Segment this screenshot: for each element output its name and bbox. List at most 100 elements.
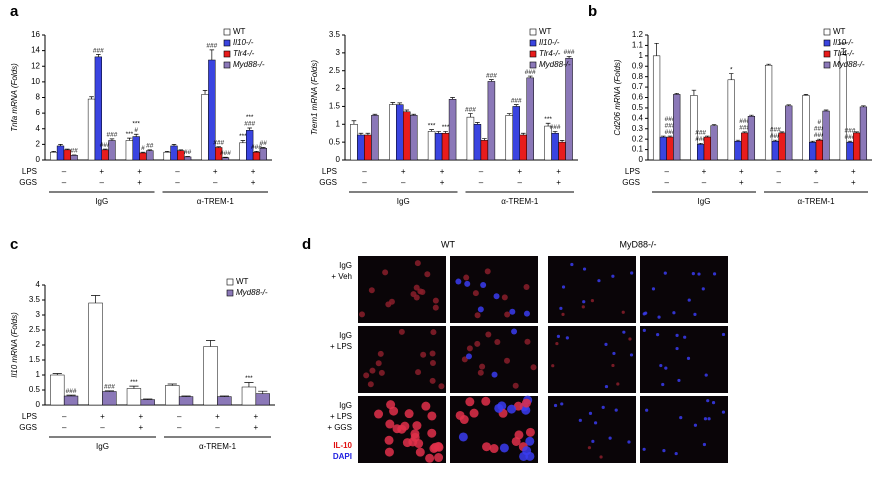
cell: [482, 442, 492, 452]
bar: [747, 116, 756, 161]
cell: [494, 403, 504, 413]
column-label: MyD88-/-: [619, 239, 656, 249]
error-bar: [129, 385, 139, 389]
condition-value: –: [664, 178, 669, 187]
legend-swatch: [529, 50, 537, 58]
legend-label: Il10-/-: [233, 38, 254, 47]
cell: [591, 439, 595, 443]
error-bar: [817, 138, 822, 141]
error-bar: [143, 398, 153, 400]
condition-value: –: [213, 178, 218, 187]
condition-value: +: [517, 167, 522, 176]
error-bar: [735, 139, 741, 142]
bar: [710, 125, 718, 161]
error-bar: [749, 114, 754, 117]
condition-label: GGS: [19, 423, 37, 432]
cell: [582, 300, 586, 304]
error-bar: [786, 104, 791, 106]
group-label: IgG: [95, 197, 108, 206]
significance-label: *: [730, 66, 733, 73]
error-bar: [545, 122, 551, 127]
significance-label: ***: [246, 114, 254, 121]
cell: [469, 408, 479, 418]
cell: [612, 351, 616, 356]
cell: [614, 408, 618, 412]
significance-label: ***: [442, 124, 450, 131]
significance-label: ###: [244, 121, 255, 128]
group-label: α-TREM-1: [501, 197, 539, 206]
error-bar: [674, 92, 679, 95]
condition-value: +: [251, 167, 256, 176]
cell: [412, 421, 422, 431]
significance-label: ##: [71, 148, 79, 155]
legend-swatch: [823, 39, 831, 47]
legend-label: Myd88-/-: [539, 60, 571, 69]
cell: [604, 342, 608, 346]
significance-label: #: [141, 145, 145, 152]
cell: [707, 417, 711, 421]
significance-label: ***: [132, 120, 140, 127]
bar: [505, 115, 514, 161]
bar: [183, 156, 192, 161]
cell: [408, 437, 418, 447]
error-bar: [436, 131, 441, 134]
y-tick-label: 2.5: [29, 325, 41, 334]
error-bar: [803, 94, 809, 96]
cell: [384, 435, 394, 445]
bar: [480, 140, 489, 161]
cell: [701, 287, 705, 291]
cell: [642, 447, 646, 451]
bar: [427, 131, 436, 161]
condition-value: +: [138, 412, 143, 421]
cell: [415, 369, 422, 376]
legend-swatch: [223, 39, 231, 47]
bar: [140, 399, 155, 406]
significance-label: ###: [739, 125, 750, 132]
cell: [465, 353, 472, 360]
significance-label: ###: [66, 388, 77, 395]
cell: [481, 396, 491, 406]
error-bar: [89, 96, 94, 100]
condition-value: +: [739, 178, 744, 187]
condition-value: +: [440, 167, 445, 176]
y-tick-label: 0.7: [632, 82, 644, 91]
bar: [101, 149, 109, 161]
significance-label: ###: [739, 118, 750, 125]
cell: [507, 404, 517, 414]
error-bar: [506, 113, 512, 116]
error-bar: [372, 113, 378, 116]
significance-label: ###: [770, 133, 781, 140]
error-bar: [66, 394, 76, 396]
bar: [102, 391, 117, 406]
cell: [525, 451, 535, 461]
bar: [512, 106, 521, 161]
cell: [425, 453, 435, 463]
error-bar: [729, 73, 734, 80]
error-bar: [742, 131, 747, 133]
bar: [697, 144, 705, 161]
condition-label: LPS: [22, 167, 37, 176]
panel-label: a: [10, 3, 19, 20]
bar: [132, 136, 140, 161]
cell: [622, 330, 626, 334]
error-bar: [171, 144, 177, 146]
significance-label: ###: [665, 116, 676, 123]
cell: [474, 312, 481, 319]
significance-label: ###: [695, 136, 706, 143]
significance-label: ###: [564, 49, 575, 56]
cell: [664, 366, 668, 370]
condition-value: –: [664, 167, 669, 176]
cell: [599, 455, 603, 459]
cell: [627, 440, 631, 444]
error-bar: [705, 135, 710, 138]
condition-value: –: [100, 178, 105, 187]
cell: [721, 410, 726, 414]
cell: [477, 369, 484, 376]
y-tick-label: 10: [31, 77, 40, 86]
cell: [630, 271, 634, 275]
bar: [853, 132, 861, 161]
condition-value: +: [100, 412, 105, 421]
condition-label: GGS: [622, 178, 640, 187]
legend-swatch: [223, 50, 231, 58]
